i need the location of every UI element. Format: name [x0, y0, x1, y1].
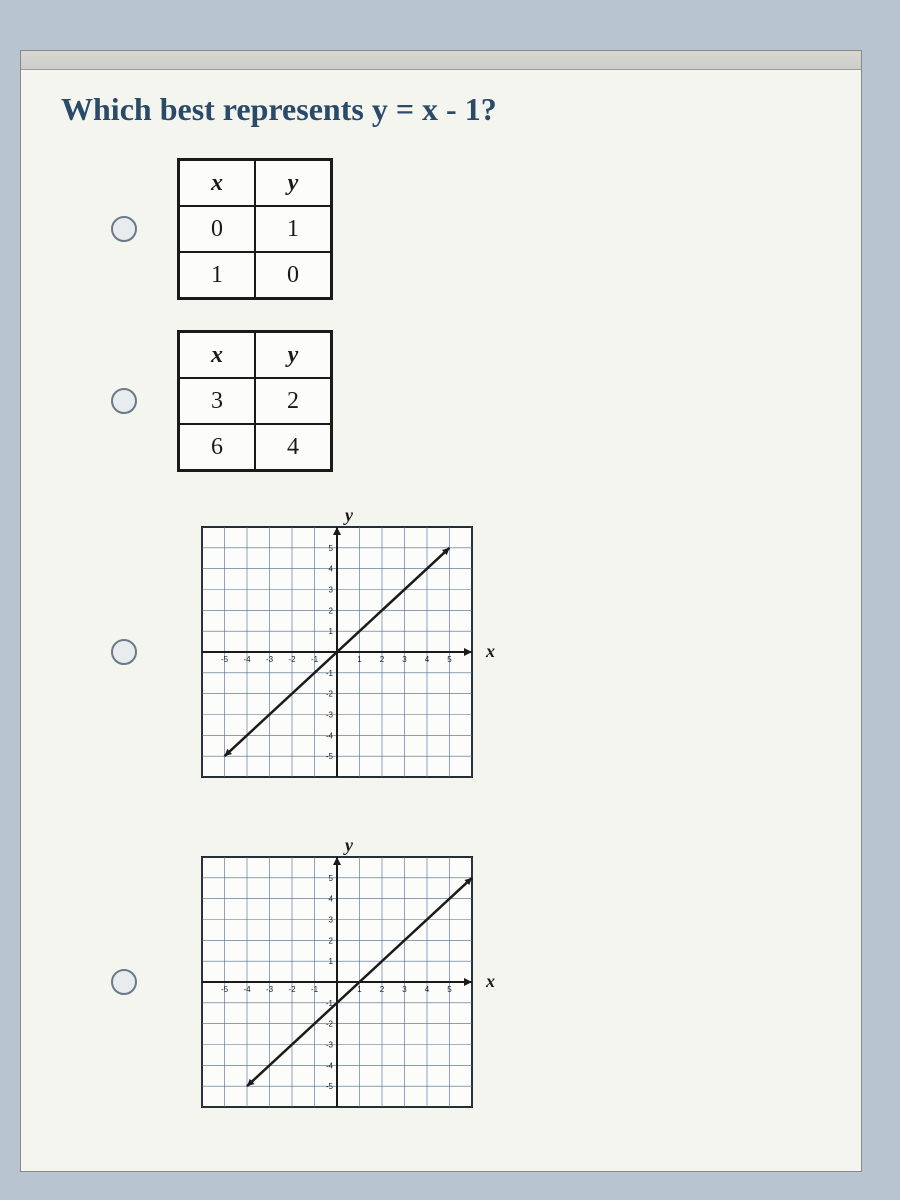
svg-text:4: 4: [425, 985, 430, 994]
svg-text:5: 5: [329, 544, 334, 553]
option-3: -5 -4 -3 -2 -1 1 2 3 4 5 -5 -4 -3 -2 -1 1 2 3 4 5 x y: [111, 502, 821, 802]
cell: 0: [179, 206, 256, 252]
panel-top-border: [21, 51, 861, 70]
svg-text:3: 3: [329, 916, 334, 925]
option-4: -5-4-3-2-112345-5-4-3-2-112345xy: [111, 832, 821, 1132]
radio-option-2[interactable]: [111, 388, 137, 414]
svg-text:5: 5: [447, 655, 452, 664]
svg-text:3: 3: [329, 586, 334, 595]
svg-text:-4: -4: [326, 731, 334, 740]
svg-text:-1: -1: [311, 655, 319, 664]
svg-text:-5: -5: [221, 985, 229, 994]
svg-text:-2: -2: [326, 1020, 334, 1029]
table-row: 0 1: [179, 206, 332, 252]
svg-text:-4: -4: [243, 985, 251, 994]
radio-option-1[interactable]: [111, 216, 137, 242]
svg-text:4: 4: [329, 565, 334, 574]
svg-text:-3: -3: [326, 1041, 334, 1050]
option-1: x y 0 1 1 0: [111, 158, 821, 300]
col-header-y: y: [255, 332, 332, 379]
svg-text:1: 1: [329, 957, 334, 966]
svg-text:-2: -2: [288, 655, 296, 664]
svg-text:2: 2: [380, 655, 385, 664]
svg-text:-1: -1: [311, 985, 319, 994]
cell: 1: [179, 252, 256, 299]
svg-text:3: 3: [402, 655, 407, 664]
svg-text:4: 4: [425, 655, 430, 664]
svg-text:1: 1: [357, 985, 362, 994]
svg-text:-3: -3: [266, 985, 274, 994]
svg-text:5: 5: [447, 985, 452, 994]
col-header-x: x: [179, 332, 256, 379]
question-text: Which best represents y = x - 1?: [61, 91, 821, 128]
svg-text:1: 1: [357, 655, 362, 664]
option-4-graph: -5-4-3-2-112345-5-4-3-2-112345xy: [177, 832, 517, 1132]
cell: 4: [255, 424, 332, 471]
svg-text:y: y: [343, 835, 354, 855]
svg-text:y: y: [343, 505, 354, 525]
svg-text:2: 2: [380, 985, 385, 994]
table-header-row: x y: [179, 160, 332, 207]
graph-svg: -5-4-3-2-112345-5-4-3-2-112345xy: [177, 832, 517, 1132]
svg-text:5: 5: [329, 874, 334, 883]
radio-option-4[interactable]: [111, 969, 137, 995]
svg-text:-5: -5: [221, 655, 229, 664]
svg-text:1: 1: [329, 627, 334, 636]
svg-text:-2: -2: [288, 985, 296, 994]
options-list: x y 0 1 1 0 x: [111, 158, 821, 1132]
svg-text:-5: -5: [326, 752, 334, 761]
svg-text:4: 4: [329, 895, 334, 904]
question-area: Which best represents y = x - 1? x y 0 1…: [61, 91, 821, 1132]
col-header-y: y: [255, 160, 332, 207]
cell: 3: [179, 378, 256, 424]
table-row: 1 0: [179, 252, 332, 299]
svg-text:-2: -2: [326, 690, 334, 699]
svg-text:-3: -3: [326, 711, 334, 720]
option-2: x y 3 2 6 4: [111, 330, 821, 472]
graph-svg: -5 -4 -3 -2 -1 1 2 3 4 5 -5 -4 -3 -2 -1 1 2 3 4 5 x y: [177, 502, 517, 802]
svg-text:2: 2: [329, 936, 334, 945]
table-row: 6 4: [179, 424, 332, 471]
table-row: 3 2: [179, 378, 332, 424]
option-1-table: x y 0 1 1 0: [177, 158, 333, 300]
quiz-panel: Which best represents y = x - 1? x y 0 1…: [20, 50, 862, 1172]
svg-text:-3: -3: [266, 655, 274, 664]
option-3-graph: -5 -4 -3 -2 -1 1 2 3 4 5 -5 -4 -3 -2 -1 1 2 3 4 5 x y: [177, 502, 517, 802]
svg-text:-5: -5: [326, 1082, 334, 1091]
cell: 6: [179, 424, 256, 471]
svg-text:x: x: [485, 641, 495, 661]
cell: 1: [255, 206, 332, 252]
cell: 2: [255, 378, 332, 424]
svg-text:3: 3: [402, 985, 407, 994]
svg-text:2: 2: [329, 606, 334, 615]
svg-text:-1: -1: [326, 669, 334, 678]
table-header-row: x y: [179, 332, 332, 379]
svg-text:x: x: [485, 971, 495, 991]
radio-option-3[interactable]: [111, 639, 137, 665]
col-header-x: x: [179, 160, 256, 207]
option-2-table: x y 3 2 6 4: [177, 330, 333, 472]
svg-text:-4: -4: [326, 1061, 334, 1070]
svg-text:-4: -4: [243, 655, 251, 664]
cell: 0: [255, 252, 332, 299]
